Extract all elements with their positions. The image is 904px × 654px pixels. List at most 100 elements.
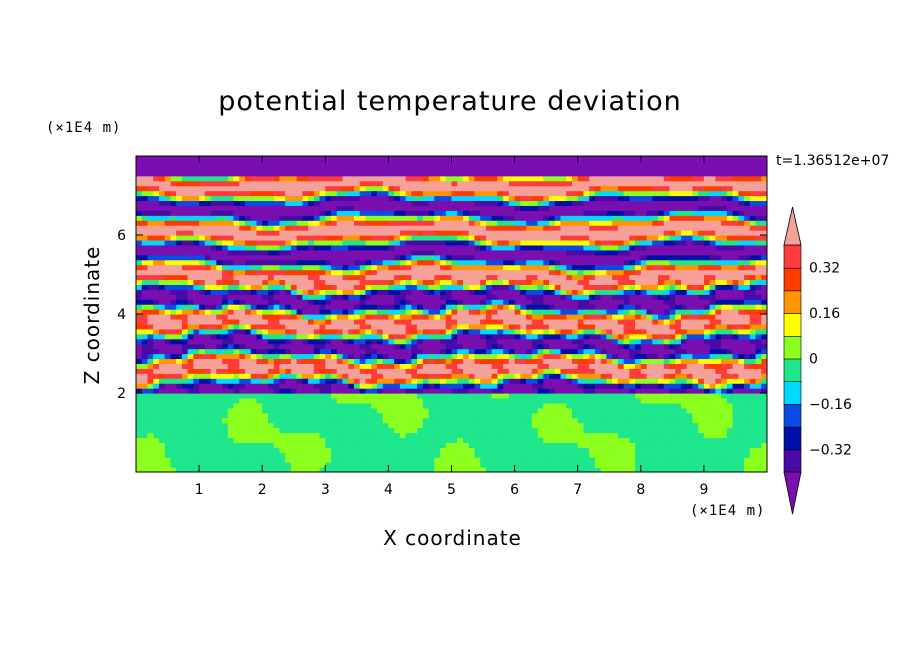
field-cell [331, 378, 338, 384]
field-cell [520, 284, 527, 290]
field-cell [428, 447, 435, 453]
field-cell [244, 467, 252, 472]
field-cell [692, 383, 699, 389]
field-cell [514, 348, 521, 355]
field-cell [480, 358, 487, 364]
field-cell [583, 343, 590, 350]
field-cell [428, 269, 435, 276]
field-cell [313, 269, 321, 276]
field-cell [738, 249, 745, 256]
field-cell [560, 318, 567, 325]
field-cell [267, 309, 275, 315]
field-cell [617, 407, 625, 414]
field-cell [600, 393, 607, 399]
field-cell [222, 343, 229, 350]
field-cell [342, 427, 349, 434]
field-cell [210, 284, 217, 290]
field-cell [600, 442, 607, 448]
field-cell [319, 343, 326, 350]
field-cell [422, 457, 430, 463]
field-cell [583, 467, 590, 472]
field-cell [376, 432, 384, 439]
field-cell [749, 333, 757, 340]
field-cell [365, 452, 372, 458]
field-cell [744, 353, 751, 360]
field-cell [658, 388, 665, 394]
field-cell [571, 284, 579, 290]
field-cell [376, 309, 384, 315]
field-cell [141, 407, 149, 414]
field-cell [577, 427, 585, 434]
field-cell [141, 338, 149, 345]
field-cell [526, 373, 533, 379]
field-cell [549, 259, 556, 266]
field-cell [164, 328, 172, 335]
field-cell [348, 383, 355, 389]
field-cell [755, 289, 762, 295]
field-cell [216, 417, 223, 424]
field-cell [193, 442, 200, 448]
field-cell [210, 259, 217, 266]
field-cell [319, 328, 326, 335]
field-cell [485, 338, 493, 345]
field-cell [497, 388, 504, 394]
field-cell [497, 309, 504, 315]
field-cell [543, 397, 550, 404]
field-cell [543, 353, 550, 360]
field-cell [382, 294, 389, 300]
field-cell [331, 368, 338, 374]
field-cell [589, 467, 596, 472]
field-cell [250, 338, 258, 345]
field-cell [176, 402, 183, 409]
field-cell [371, 274, 378, 281]
field-cell [703, 343, 711, 350]
field-cell [348, 328, 355, 335]
field-cell [537, 368, 544, 374]
field-cell [273, 264, 281, 271]
field-cell [491, 383, 498, 389]
field-cell [422, 388, 430, 394]
field-cell [388, 353, 395, 360]
field-cell [308, 264, 315, 271]
field-cell [187, 323, 194, 330]
field-cell [474, 269, 481, 276]
field-cell [290, 378, 298, 384]
field-cell [233, 353, 240, 360]
field-cell [623, 274, 630, 281]
field-cell [216, 412, 223, 419]
field-cell [348, 358, 355, 364]
field-cell [715, 422, 722, 429]
field-cell [485, 304, 493, 310]
field-cell [216, 383, 223, 389]
field-cell [703, 314, 711, 320]
field-cell [617, 417, 625, 424]
field-cell [629, 432, 636, 439]
field-cell [290, 462, 298, 468]
field-cell [434, 378, 441, 384]
field-cell [640, 323, 648, 330]
field-cell [606, 417, 613, 424]
field-cell [411, 353, 418, 360]
field-cell [267, 304, 275, 310]
field-cell [428, 417, 435, 424]
field-cell [147, 244, 154, 251]
field-cell [612, 378, 619, 384]
field-cell [440, 314, 447, 320]
field-cell [262, 244, 269, 251]
field-cell [566, 388, 573, 394]
field-cell [359, 328, 367, 335]
field-cell [640, 299, 648, 305]
field-cell [399, 442, 407, 448]
field-cell [680, 417, 688, 424]
field-cell [434, 407, 441, 414]
field-cell [331, 244, 338, 251]
field-cell [285, 343, 292, 350]
field-cell [394, 348, 401, 355]
field-cell [617, 343, 625, 350]
field-cell [164, 294, 172, 300]
field-cell [761, 452, 767, 458]
field-cell [457, 264, 464, 271]
field-cell [267, 269, 275, 276]
field-cell [715, 314, 722, 320]
field-cell [187, 299, 194, 305]
